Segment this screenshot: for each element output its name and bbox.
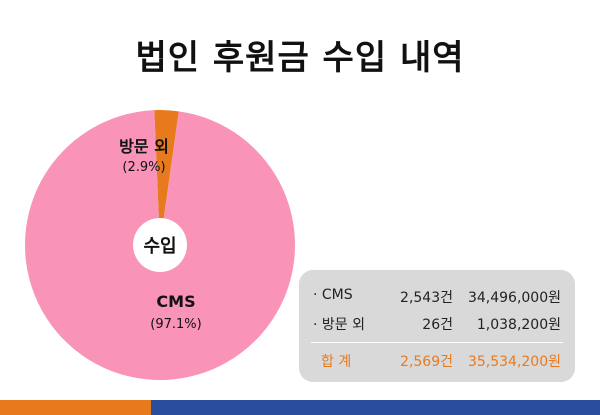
summary-total-label: 합 계 (321, 354, 352, 370)
pie-percent-visit: (2.9%) (122, 160, 165, 175)
pie-slice-visit (154, 110, 179, 245)
pie-label-cms: CMS (156, 292, 195, 311)
summary-amount: 34,496,000원 (467, 290, 561, 306)
summary-label: · CMS (313, 287, 353, 303)
summary-label: · 방문 외 (313, 317, 365, 333)
summary-divider (311, 342, 563, 343)
pie-percent-cms: (97.1%) (150, 317, 201, 332)
summary-total-amount: 35,534,200원 (467, 354, 561, 370)
summary-row-total: 합 계 2,569건 35,534,200원 (299, 351, 575, 377)
summary-row-visit: · 방문 외 26건 1,038,200원 (299, 314, 575, 340)
page-title: 법인 후원금 수입 내역 (135, 38, 465, 78)
summary-panel: · CMS 2,543건 34,496,000원 · 방문 외 26건 1,03… (299, 270, 575, 382)
summary-count: 26건 (422, 317, 453, 333)
footer-bar-orange (0, 400, 151, 415)
pie-label-visit: 방문 외 (119, 137, 169, 156)
pie-center-hole (133, 218, 187, 272)
summary-count: 2,543건 (400, 290, 453, 306)
summary-row-cms: · CMS 2,543건 34,496,000원 (299, 287, 575, 313)
pie-center-label: 수입 (143, 235, 176, 257)
summary-amount: 1,038,200원 (476, 317, 561, 333)
footer-bar-blue (151, 400, 600, 415)
summary-total-count: 2,569건 (400, 354, 453, 370)
